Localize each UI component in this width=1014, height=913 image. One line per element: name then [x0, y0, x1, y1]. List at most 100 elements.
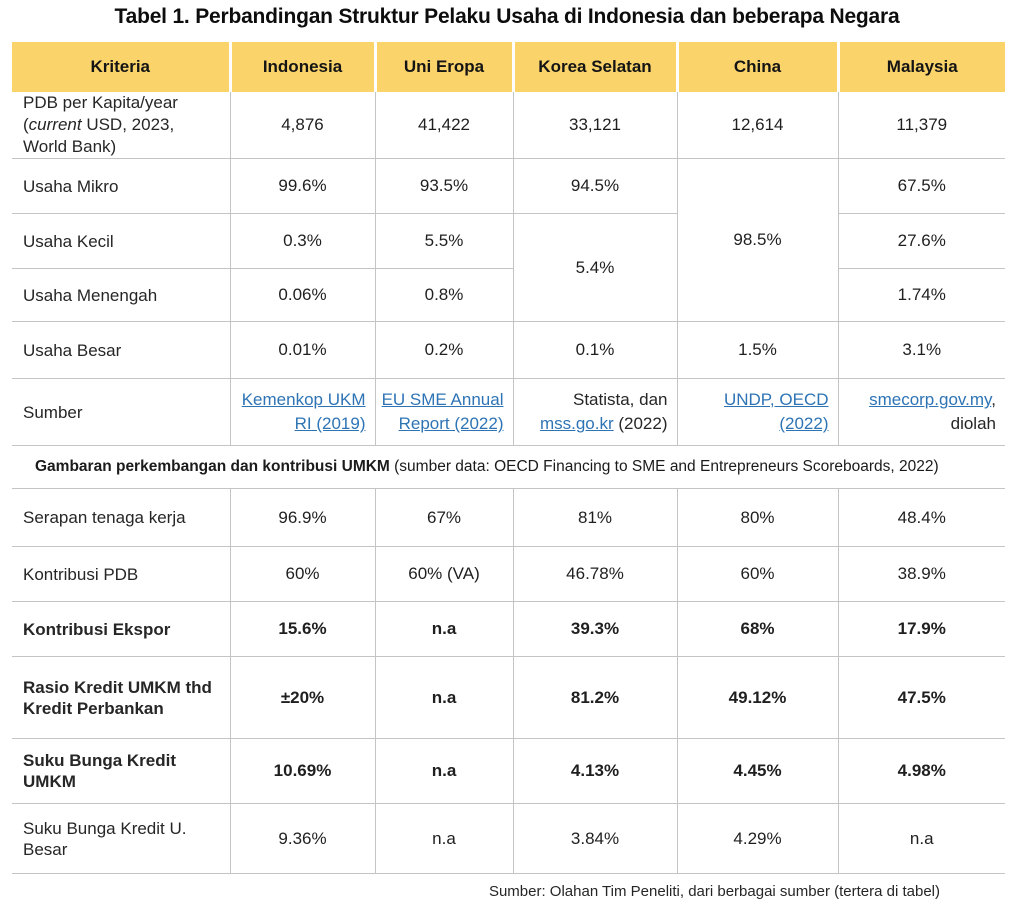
link-kemenkop-ukm-ri[interactable]: Kemenkop UKM RI (2019) [241, 390, 366, 434]
cell-mikro-uni-eropa: 93.5% [374, 158, 513, 215]
col-header-indonesia: Indonesia [228, 42, 375, 92]
pdb-label-italic: current [28, 115, 82, 135]
cell-besar-malaysia: 3.1% [837, 321, 1005, 380]
cell-korea-kecil-menengah-merged: 5.4% [512, 213, 677, 323]
cell-besar-china: 1.5% [676, 321, 838, 380]
cell-suku-besar-korea: 3.84% [512, 803, 677, 875]
row-label-pdb-per-kapita: PDB per Kapita/year (current USD, 2023, … [12, 92, 230, 160]
cell-suku-umkm-korea: 4.13% [512, 738, 677, 805]
cell-suku-umkm-china: 4.45% [676, 738, 838, 805]
cell-mikro-indonesia: 99.6% [229, 158, 375, 215]
sumber-malaysia-post: , diolah [950, 390, 996, 434]
cell-serapan-malaysia: 48.4% [837, 488, 1005, 548]
row-label-usaha-kecil: Usaha Kecil [12, 213, 230, 270]
row-label-serapan-tenaga-kerja: Serapan tenaga kerja [12, 488, 230, 548]
cell-sumber-malaysia: smecorp.gov.my, diolah [837, 378, 1005, 447]
cell-serapan-uni-eropa: 67% [374, 488, 513, 548]
row-label-usaha-menengah: Usaha Menengah [12, 268, 230, 323]
cell-suku-besar-uni-eropa: n.a [374, 803, 513, 875]
cell-kecil-indonesia: 0.3% [229, 213, 375, 270]
row-label-rasio-kredit-umkm: Rasio Kredit UMKM thd Kredit Perbankan [12, 656, 230, 740]
col-header-kriteria: Kriteria [12, 42, 230, 92]
cell-kontribusi-pdb-malaysia: 38.9% [837, 546, 1005, 603]
cell-sumber-uni-eropa: EU SME Annual Report (2022) [374, 378, 513, 447]
table-row-usaha-mikro: Usaha Mikro 99.6% 93.5% 94.5% 98.5% 67.5… [12, 158, 1005, 323]
cell-ekspor-indonesia: 15.6% [229, 601, 375, 658]
cell-suku-umkm-indonesia: 10.69% [229, 738, 375, 805]
cell-ekspor-uni-eropa: n.a [374, 601, 513, 658]
col-header-uni-eropa: Uni Eropa [373, 42, 513, 92]
link-mss-go-kr[interactable]: mss.go.kr [539, 414, 614, 434]
table-row-kontribusi-ekspor: Kontribusi Ekspor 15.6% n.a 39.3% 68% 17… [12, 601, 1005, 658]
col-header-china: China [675, 42, 838, 92]
cell-rasio-china: 49.12% [676, 656, 838, 740]
link-undp-oecd[interactable]: UNDP, OECD (2022) [723, 390, 829, 434]
table-header-row: Kriteria Indonesia Uni Eropa Korea Selat… [12, 42, 1005, 92]
cell-suku-besar-malaysia: n.a [837, 803, 1005, 875]
pdb-label-post: USD, 2023, World Bank) [23, 115, 175, 157]
table-row-suku-bunga-kredit-u-besar: Suku Bunga Kredit U. Besar 9.36% n.a 3.8… [12, 803, 1005, 875]
row-label-suku-bunga-kredit-umkm: Suku Bunga Kredit UMKM [12, 738, 230, 805]
cell-china-mikro-kecil-menengah-merged: 98.5% [676, 158, 838, 323]
cell-serapan-china: 80% [676, 488, 838, 548]
cell-menengah-uni-eropa: 0.8% [374, 268, 513, 323]
cell-besar-korea: 0.1% [512, 321, 677, 380]
cell-pdb-china: 12,614 [676, 92, 838, 160]
cell-mikro-malaysia: 67.5% [837, 158, 1005, 215]
cell-serapan-korea: 81% [512, 488, 677, 548]
cell-rasio-malaysia: 47.5% [837, 656, 1005, 740]
row-label-suku-bunga-kredit-u-besar: Suku Bunga Kredit U. Besar [12, 803, 230, 875]
cell-sumber-korea: Statista, dan mss.go.kr (2022) [512, 378, 677, 447]
row-label-usaha-besar: Usaha Besar [12, 321, 230, 380]
table-title: Tabel 1. Perbandingan Struktur Pelaku Us… [114, 5, 900, 28]
col-header-korea-selatan: Korea Selatan [511, 42, 677, 92]
cell-kontribusi-pdb-uni-eropa: 60% (VA) [374, 546, 513, 603]
row-label-sumber: Sumber [12, 378, 230, 447]
table-footnote: Sumber: Olahan Tim Peneliti, dari berbag… [488, 883, 940, 901]
cell-sumber-china: UNDP, OECD (2022) [676, 378, 838, 447]
section-header-row: Gambaran perkembangan dan kontribusi UMK… [12, 445, 1005, 490]
cell-pdb-malaysia: 11,379 [837, 92, 1005, 160]
cell-ekspor-korea: 39.3% [512, 601, 677, 658]
cell-kontribusi-pdb-indonesia: 60% [229, 546, 375, 603]
cell-besar-indonesia: 0.01% [229, 321, 375, 380]
cell-rasio-indonesia: ±20% [229, 656, 375, 740]
table-row-kontribusi-pdb: Kontribusi PDB 60% 60% (VA) 46.78% 60% 3… [12, 546, 1005, 603]
cell-kecil-malaysia: 27.6% [837, 213, 1005, 270]
cell-suku-umkm-uni-eropa: n.a [374, 738, 513, 805]
link-eu-sme-annual-report[interactable]: EU SME Annual Report (2022) [381, 390, 504, 434]
row-label-kontribusi-ekspor: Kontribusi Ekspor [12, 601, 230, 658]
comparison-table: Kriteria Indonesia Uni Eropa Korea Selat… [12, 42, 1005, 875]
row-label-usaha-mikro: Usaha Mikro [12, 158, 230, 215]
table-row-rasio-kredit-umkm: Rasio Kredit UMKM thd Kredit Perbankan ±… [12, 656, 1005, 740]
pdb-label-pre: PDB per Kapita/year ( [23, 93, 178, 135]
cell-menengah-indonesia: 0.06% [229, 268, 375, 323]
link-smecorp-gov-my[interactable]: smecorp.gov.my [869, 390, 992, 410]
col-header-malaysia: Malaysia [836, 42, 1005, 92]
cell-ekspor-malaysia: 17.9% [837, 601, 1005, 658]
cell-besar-uni-eropa: 0.2% [374, 321, 513, 380]
cell-pdb-indonesia: 4,876 [229, 92, 375, 160]
table-row-usaha-kecil: Usaha Kecil 0.3% 5.5% 5.4% 27.6% [12, 213, 1005, 323]
cell-rasio-uni-eropa: n.a [374, 656, 513, 740]
cell-kontribusi-pdb-china: 60% [676, 546, 838, 603]
cell-pdb-korea: 33,121 [512, 92, 677, 160]
cell-menengah-malaysia: 1.74% [837, 268, 1005, 323]
cell-mikro-korea: 94.5% [512, 158, 677, 215]
table-row-usaha-menengah: Usaha Menengah 0.06% 0.8% 1.74% [12, 268, 1005, 323]
table-row-usaha-besar: Usaha Besar 0.01% 0.2% 0.1% 1.5% 3.1% [12, 321, 1005, 380]
sumber-korea-pre: Statista, dan [572, 390, 668, 410]
cell-sumber-indonesia: Kemenkop UKM RI (2019) [229, 378, 375, 447]
section-header-bold: Gambaran perkembangan dan kontribusi UMK… [35, 458, 390, 476]
table-row-pdb-per-kapita: PDB per Kapita/year (current USD, 2023, … [12, 92, 1005, 160]
cell-suku-umkm-malaysia: 4.98% [837, 738, 1005, 805]
row-label-kontribusi-pdb: Kontribusi PDB [12, 546, 230, 603]
cell-kecil-uni-eropa: 5.5% [374, 213, 513, 270]
sumber-korea-post: (2022) [613, 414, 668, 434]
table-row-suku-bunga-kredit-umkm: Suku Bunga Kredit UMKM 10.69% n.a 4.13% … [12, 738, 1005, 805]
cell-pdb-uni-eropa: 41,422 [374, 92, 513, 160]
cell-suku-besar-china: 4.29% [676, 803, 838, 875]
cell-suku-besar-indonesia: 9.36% [229, 803, 375, 875]
section-header-cell: Gambaran perkembangan dan kontribusi UMK… [12, 445, 1005, 490]
